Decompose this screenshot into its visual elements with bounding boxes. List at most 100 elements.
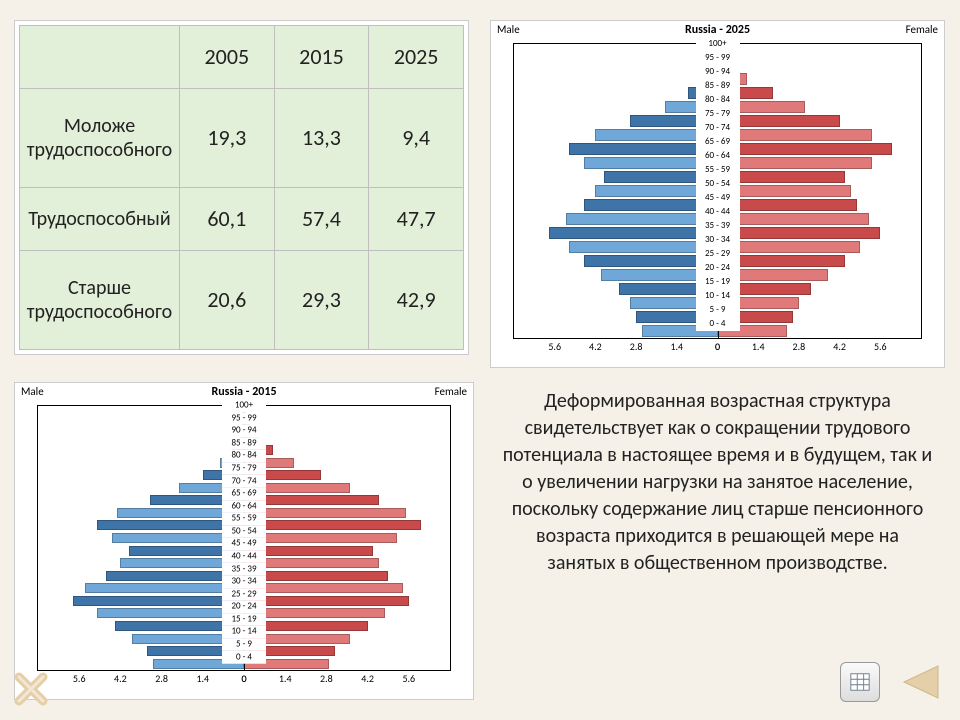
row2-v1: 29,3 — [274, 250, 369, 349]
age-label: 15 - 19 — [222, 613, 266, 626]
pyramid-p2015: Russia - 2015Male Female 100+95 - 9990 - 9… — [14, 382, 474, 700]
female-label: Female — [906, 23, 938, 36]
row0-label: Моложе трудоспособного — [20, 88, 180, 187]
table-icon — [849, 671, 871, 693]
th-2025: 2025 — [369, 26, 464, 89]
row2-label: Старше трудоспособного — [20, 250, 180, 349]
back-triangle-icon — [898, 662, 942, 702]
pyramid-p2025: Russia - 2025Male Female 100+95 - 9990 - 9… — [490, 20, 945, 368]
age-label: 65 - 69 — [696, 135, 740, 149]
x-tick: 2.8 — [793, 340, 806, 353]
x-tick: 1.4 — [279, 672, 292, 685]
age-label: 25 - 29 — [696, 247, 740, 261]
x-axis: 5.64.22.81.4001.42.84.25.6 — [38, 672, 450, 688]
th-2005: 2005 — [180, 26, 275, 89]
plot-area: 100+95 - 9990 - 9485 - 8980 - 8475 - 797… — [513, 43, 922, 339]
age-label: 5 - 9 — [696, 303, 740, 317]
age-label: 70 - 74 — [222, 475, 266, 488]
x-tick: 5.6 — [73, 672, 86, 685]
x-tick: 5.6 — [548, 340, 561, 353]
male-bar — [85, 583, 244, 593]
female-bar — [244, 508, 406, 518]
age-label: 40 - 44 — [222, 551, 266, 564]
age-label: 50 - 54 — [696, 177, 740, 191]
age-label: 90 - 94 — [696, 65, 740, 79]
age-label: 10 - 14 — [696, 289, 740, 303]
female-bar — [244, 596, 409, 606]
age-label: 90 - 94 — [222, 425, 266, 438]
age-label: 85 - 89 — [696, 79, 740, 93]
age-label: 30 - 34 — [222, 576, 266, 589]
age-label: 75 - 79 — [222, 463, 266, 476]
female-bar — [718, 227, 881, 238]
age-label: 65 - 69 — [222, 488, 266, 501]
table-view-button[interactable] — [840, 662, 880, 702]
x-tick: 5.6 — [874, 340, 887, 353]
age-label: 80 - 84 — [222, 450, 266, 463]
age-label: 70 - 74 — [696, 121, 740, 135]
description-panel: Деформированная возрастная структура сви… — [490, 382, 945, 682]
row1-v0: 60,1 — [180, 187, 275, 250]
male-bar — [549, 227, 718, 238]
x-tick: 1.4 — [196, 672, 209, 685]
pyramid-title: Russia - 2025 — [491, 23, 944, 37]
age-label: 55 - 59 — [696, 163, 740, 177]
age-label: 75 - 79 — [696, 107, 740, 121]
back-button[interactable] — [898, 662, 942, 702]
age-label: 20 - 24 — [222, 601, 266, 614]
age-label: 80 - 84 — [696, 93, 740, 107]
plot-area: 100+95 - 9990 - 9485 - 8980 - 8475 - 797… — [37, 405, 451, 671]
x-tick: 0 — [241, 672, 246, 685]
female-bar — [718, 129, 872, 140]
female-bar — [244, 533, 397, 543]
age-label: 40 - 44 — [696, 205, 740, 219]
age-label: 100+ — [696, 37, 740, 51]
th-blank — [20, 26, 180, 89]
age-label: 95 - 99 — [222, 412, 266, 425]
row2-v2: 42,9 — [369, 250, 464, 349]
x-tick: 2.8 — [630, 340, 643, 353]
age-label: 15 - 19 — [696, 275, 740, 289]
row0-v2: 9,4 — [369, 88, 464, 187]
th-2015: 2015 — [274, 26, 369, 89]
x-tick: 0 — [715, 340, 720, 353]
age-label: 60 - 64 — [696, 149, 740, 163]
female-bar — [718, 143, 892, 154]
row0-v1: 13,3 — [274, 88, 369, 187]
age-label: 35 - 39 — [696, 219, 740, 233]
male-label: Male — [21, 385, 44, 398]
age-structure-table: 2005 2015 2025 Моложе трудоспособного 19… — [14, 20, 469, 355]
female-bar — [244, 583, 403, 593]
close-button[interactable] — [10, 668, 52, 710]
x-tick: 1.4 — [670, 340, 683, 353]
row1-label: Трудоспособный — [20, 187, 180, 250]
age-label: 0 - 4 — [222, 651, 266, 664]
x-tick: 4.2 — [114, 672, 127, 685]
description-text: Деформированная возрастная структура сви… — [490, 382, 945, 583]
age-label: 45 - 49 — [222, 538, 266, 551]
age-label: 95 - 99 — [696, 51, 740, 65]
close-icon — [11, 669, 51, 709]
male-label: Male — [497, 23, 520, 36]
x-tick: 2.8 — [155, 672, 168, 685]
age-label: 10 - 14 — [222, 626, 266, 639]
x-tick: 2.8 — [320, 672, 333, 685]
age-label: 30 - 34 — [696, 233, 740, 247]
female-bar — [718, 213, 869, 224]
x-axis: 5.64.22.81.4001.42.84.25.6 — [514, 340, 921, 356]
pyramid-title: Russia - 2015 — [15, 385, 473, 399]
female-label: Female — [435, 385, 467, 398]
age-label: 100+ — [222, 400, 266, 413]
row2-v0: 20,6 — [180, 250, 275, 349]
row1-v2: 47,7 — [369, 187, 464, 250]
x-tick: 4.2 — [833, 340, 846, 353]
row0-v0: 19,3 — [180, 88, 275, 187]
age-label: 55 - 59 — [222, 513, 266, 526]
female-bar — [244, 520, 421, 530]
age-label: 20 - 24 — [696, 261, 740, 275]
age-label: 60 - 64 — [222, 500, 266, 513]
age-label: 35 - 39 — [222, 563, 266, 576]
x-tick: 5.6 — [402, 672, 415, 685]
age-label: 50 - 54 — [222, 525, 266, 538]
age-label: 0 - 4 — [696, 317, 740, 331]
